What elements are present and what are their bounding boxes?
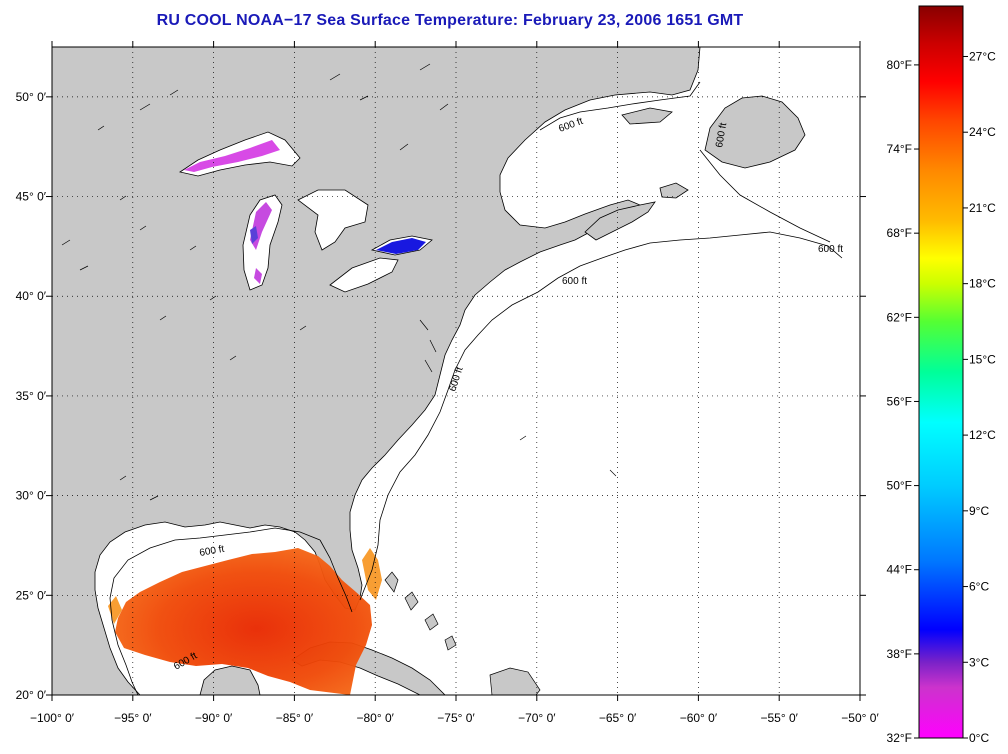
land-nova-scotia [584,201,656,241]
lake-erie [329,257,399,293]
lake-huron [297,189,369,251]
land-hispaniola [489,667,541,695]
celsius-tick-label: 18°C [969,277,996,291]
map-title: RU COOL NOAA−17 Sea Surface Temperature:… [156,12,744,29]
isobath-600ft-atlantic [359,231,843,601]
celsius-tick-label: 3°C [969,655,989,669]
celsius-tick-label: 12°C [969,428,996,442]
lon-tick-label: −95° 0′ [114,711,152,725]
fahrenheit-tick-label: 74°F [887,142,912,156]
lat-tick-label: 45° 0′ [16,190,47,204]
lat-tick-label: 25° 0′ [16,588,47,602]
isobath-600ft-gulf [109,527,321,695]
colorbar-celsius-labels: 0°C 3°C 6°C 9°C 12°C 15°C 18°C 21°C 24°C… [969,49,996,745]
celsius-tick-label: 24°C [969,125,996,139]
celsius-tick-label: 9°C [969,504,989,518]
lon-tick-label: −65° 0′ [599,711,637,725]
longitude-axis: −100° 0′ −95° 0′ −90° 0′ −85° 0′ −80° 0′… [30,711,879,725]
lat-tick-label: 35° 0′ [16,389,47,403]
lat-tick-label: 50° 0′ [16,90,47,104]
fahrenheit-tick-label: 80°F [887,58,912,72]
lon-tick-label: −100° 0′ [30,711,75,725]
sst-lake-ontario [376,238,426,254]
isobath-label: 600 ft [714,122,729,149]
lon-tick-label: −75° 0′ [437,711,475,725]
isobath-600ft-labrador [539,81,831,243]
fahrenheit-tick-label: 56°F [887,394,912,408]
colorbar-fahrenheit-labels: 32°F 38°F 44°F 50°F 56°F 62°F 68°F 74°F … [887,58,912,745]
isobath-label: 600 ft [818,244,843,255]
land-bahamas [384,571,457,651]
isobath-label: 600 ft [199,544,226,559]
colorbar-ticks [914,55,968,739]
lat-tick-label: 40° 0′ [16,289,47,303]
lat-tick-label: 30° 0′ [16,489,47,503]
lon-tick-label: −70° 0′ [518,711,556,725]
coastline-fragments [61,63,617,501]
sst-lake-michigan [250,202,272,284]
land-newfoundland [704,95,806,169]
sst-lake-superior [184,140,280,172]
land-cape-breton [659,182,689,199]
celsius-tick-label: 27°C [969,49,996,63]
colorbar [918,5,964,739]
lon-tick-label: −60° 0′ [680,711,718,725]
fahrenheit-tick-label: 38°F [887,647,912,661]
land-north-america [52,47,701,695]
celsius-tick-label: 0°C [969,731,989,745]
fahrenheit-tick-label: 44°F [887,563,912,577]
land-anticosti [621,107,673,125]
celsius-tick-label: 15°C [969,352,996,366]
fahrenheit-tick-label: 32°F [887,731,912,745]
sst-warm-water [115,548,372,695]
lon-tick-label: −85° 0′ [276,711,314,725]
celsius-tick-label: 21°C [969,201,996,215]
lon-tick-label: −80° 0′ [356,711,394,725]
fahrenheit-tick-label: 50°F [887,479,912,493]
lon-tick-label: −50° 0′ [841,711,879,725]
land-yucatan [199,665,261,695]
fahrenheit-tick-label: 62°F [887,310,912,324]
isobath-label: 600 ft [562,276,587,287]
lon-tick-label: −55° 0′ [760,711,798,725]
lat-tick-label: 20° 0′ [16,688,47,702]
lon-tick-label: −90° 0′ [195,711,233,725]
axis-ticks [46,41,866,701]
graticule [52,47,860,695]
sst-lake-michigan-cold [250,226,258,244]
fahrenheit-tick-label: 68°F [887,226,912,240]
latitude-axis: 20° 0′ 25° 0′ 30° 0′ 35° 0′ 40° 0′ 45° 0… [16,90,47,702]
lake-michigan [242,194,283,291]
celsius-tick-label: 6°C [969,580,989,594]
isobath-600ft-gulf-east [319,539,353,613]
